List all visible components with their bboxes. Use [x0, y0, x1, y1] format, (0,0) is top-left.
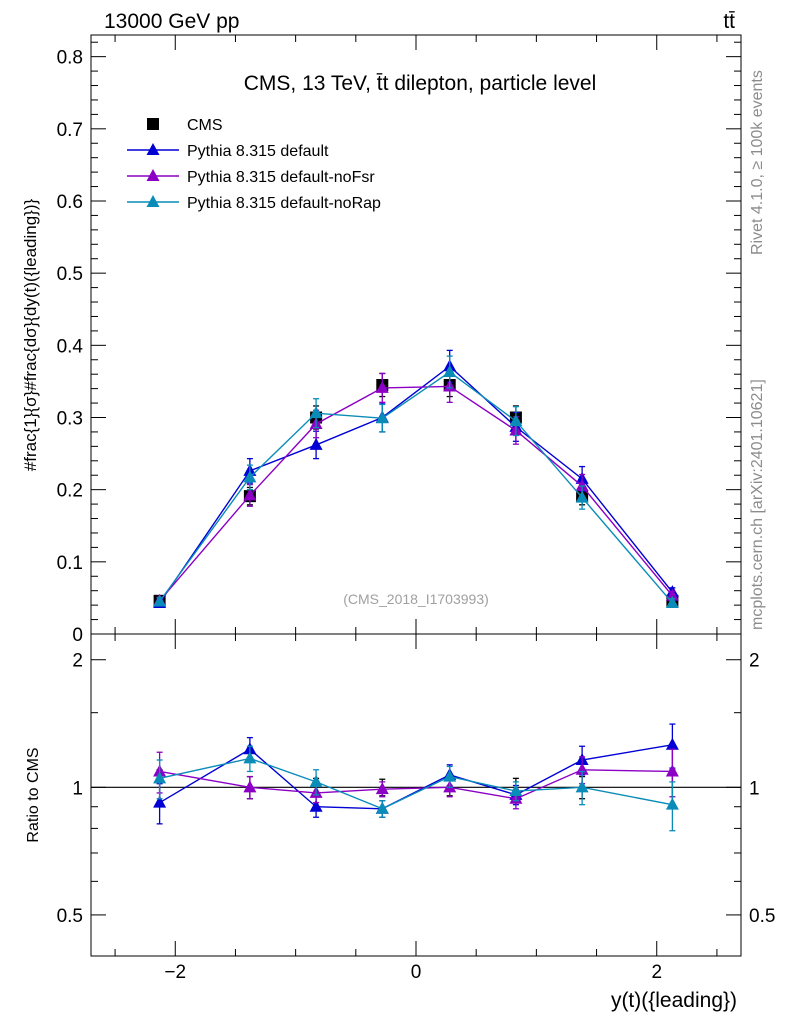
- y-tick-label: 0.4: [57, 336, 84, 357]
- ratio-point: [375, 801, 389, 814]
- ratio-y-tick-label: 1: [72, 778, 83, 799]
- series-1: [153, 349, 679, 608]
- process-label: tt̄: [723, 10, 735, 33]
- main-series: [153, 349, 679, 608]
- ratio-point: [375, 782, 389, 795]
- ratio-series-3: [153, 745, 679, 832]
- main-axes: 0.1 0.2 0.3 0.4 0.5 0.6 0.7 0.8 0: [57, 35, 741, 646]
- ratio-series-2: [153, 748, 679, 810]
- series-line: [159, 371, 673, 604]
- legend-label: Pythia 8.315 default-noFsr: [187, 169, 375, 186]
- data-point: [243, 488, 257, 501]
- ratio-plot-frame: [90, 633, 742, 957]
- legend: CMS Pythia 8.315 default Pythia 8.315 defa…: [127, 117, 381, 212]
- ratio-point: [575, 762, 589, 775]
- ratio-point: [153, 771, 167, 784]
- ratio-axes: 0.5 0.5 1 1 2 2 −2 0 2: [57, 634, 775, 983]
- energy-label: 13000 GeV pp: [104, 10, 239, 33]
- legend-label: CMS: [187, 117, 223, 134]
- y-tick-label: 0.5: [57, 264, 83, 285]
- y-tick-label: 0.2: [57, 481, 83, 502]
- ratio-y-tick-label: 2: [72, 651, 83, 672]
- y-tick-label: 0.6: [57, 192, 83, 213]
- data-point: [443, 365, 457, 378]
- legend-entry-0: CMS: [147, 117, 223, 134]
- ratio-point: [575, 780, 589, 793]
- y-axis-label: #frac{1}{σ}#frac{dσ}{dy(t)({leading})}: [21, 198, 40, 471]
- ratio-y-tick-label-right: 0.5: [749, 906, 775, 927]
- data-point: [243, 470, 257, 483]
- legend-marker: [146, 169, 160, 181]
- ratio-point: [443, 769, 457, 782]
- data-point: [375, 411, 389, 424]
- ratio-point: [309, 774, 323, 787]
- series-line: [159, 385, 673, 602]
- legend-entry-3: Pythia 8.315 default-noRap: [127, 195, 381, 212]
- series-0: [153, 372, 679, 607]
- y-tick-label: 0.8: [57, 48, 83, 69]
- legend-label: Pythia 8.315 default: [187, 143, 329, 160]
- data-point: [309, 437, 323, 450]
- ratio-point: [509, 784, 523, 797]
- ratio-point: [153, 795, 167, 808]
- plot-title: CMS, 13 TeV, t̄t dilepton, particle leve…: [244, 72, 597, 95]
- ratio-y-tick-label-right: 2: [749, 651, 760, 672]
- ratio-y-axis-label: Ratio to CMS: [25, 747, 42, 842]
- ratio-point: [665, 764, 679, 777]
- ratio-point: [309, 799, 323, 812]
- analysis-watermark: (CMS_2018_I1703993): [343, 591, 489, 607]
- data-point: [665, 595, 679, 608]
- ratio-point: [243, 780, 257, 793]
- data-point: [575, 490, 589, 503]
- ratio-series-line: [159, 744, 673, 810]
- x-tick-label: 2: [651, 962, 662, 983]
- series-3: [153, 355, 679, 608]
- legend-marker: [147, 118, 159, 130]
- y-tick-label-zero: 0: [72, 625, 83, 646]
- ratio-y-tick-label: 0.5: [57, 906, 83, 927]
- ratio-series: [153, 723, 679, 832]
- ratio-series-line: [159, 769, 673, 800]
- legend-entry-1: Pythia 8.315 default: [127, 143, 329, 160]
- y-tick-label: 0.7: [57, 120, 83, 141]
- data-point: [375, 380, 389, 393]
- ratio-point: [665, 797, 679, 810]
- data-point: [509, 414, 523, 427]
- ratio-point: [243, 751, 257, 764]
- data-point: [309, 406, 323, 419]
- ratio-series-line: [159, 757, 673, 810]
- rivet-version-label: Rivet 4.1.0, ≥ 100k events: [749, 70, 766, 255]
- legend-entry-2: Pythia 8.315 default-noFsr: [127, 169, 375, 186]
- data-point: [665, 588, 679, 601]
- legend-marker: [146, 143, 160, 155]
- x-tick-label: −2: [164, 962, 186, 983]
- series-2: [153, 369, 679, 606]
- mcplots-label: mcplots.cern.ch [arXiv:2401.10621]: [749, 379, 766, 630]
- legend-marker: [146, 195, 160, 207]
- ratio-series-1: [153, 723, 679, 825]
- data-point: [153, 594, 167, 607]
- y-tick-label: 0.1: [57, 553, 83, 574]
- ratio-point: [665, 737, 679, 750]
- legend-label: Pythia 8.315 default-noRap: [187, 195, 381, 212]
- x-tick-label: 0: [411, 962, 422, 983]
- data-point: [575, 479, 589, 492]
- y-tick-label: 0.3: [57, 408, 83, 429]
- series-line: [159, 365, 673, 604]
- ratio-y-tick-label-right: 1: [749, 778, 760, 799]
- x-axis-label: y(t)({leading}): [611, 989, 737, 1012]
